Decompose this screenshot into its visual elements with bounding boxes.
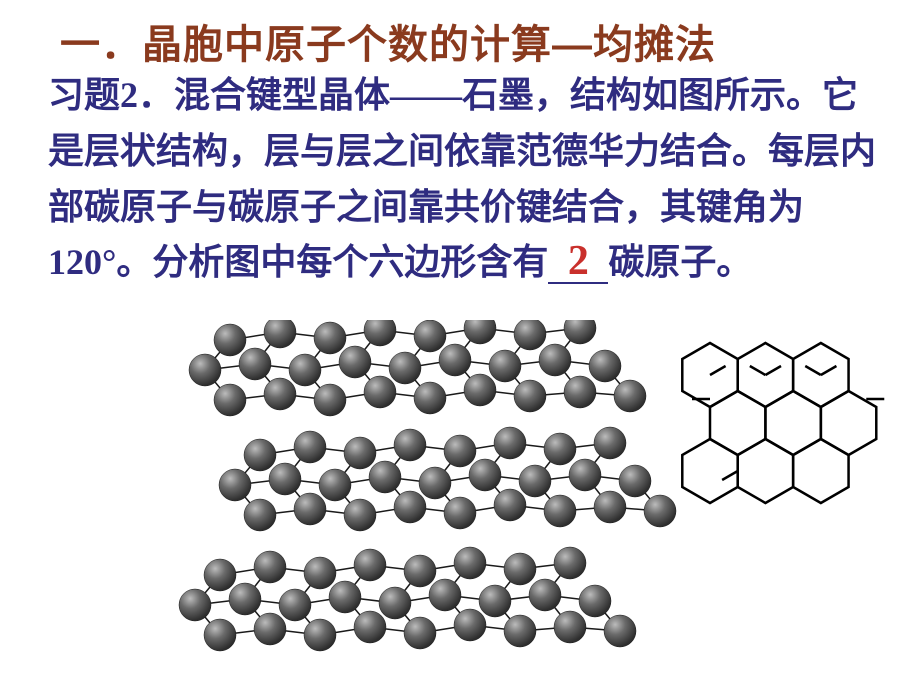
problem-body-after: 碳原子。 xyxy=(608,242,752,282)
graphite-layers-diagram xyxy=(170,320,690,670)
section-title: 一．晶胞中原子个数的计算—均摊法 xyxy=(60,12,716,70)
blank-answer: 2 xyxy=(568,238,589,284)
problem-text: 习题2．混合键型晶体——石墨，结构如图所示。它是层状结构，层与层之间依靠范德华力… xyxy=(48,68,878,291)
fill-blank: 2 xyxy=(548,240,608,284)
problem-label: 习题2． xyxy=(48,75,174,115)
honeycomb-diagram xyxy=(680,335,910,585)
